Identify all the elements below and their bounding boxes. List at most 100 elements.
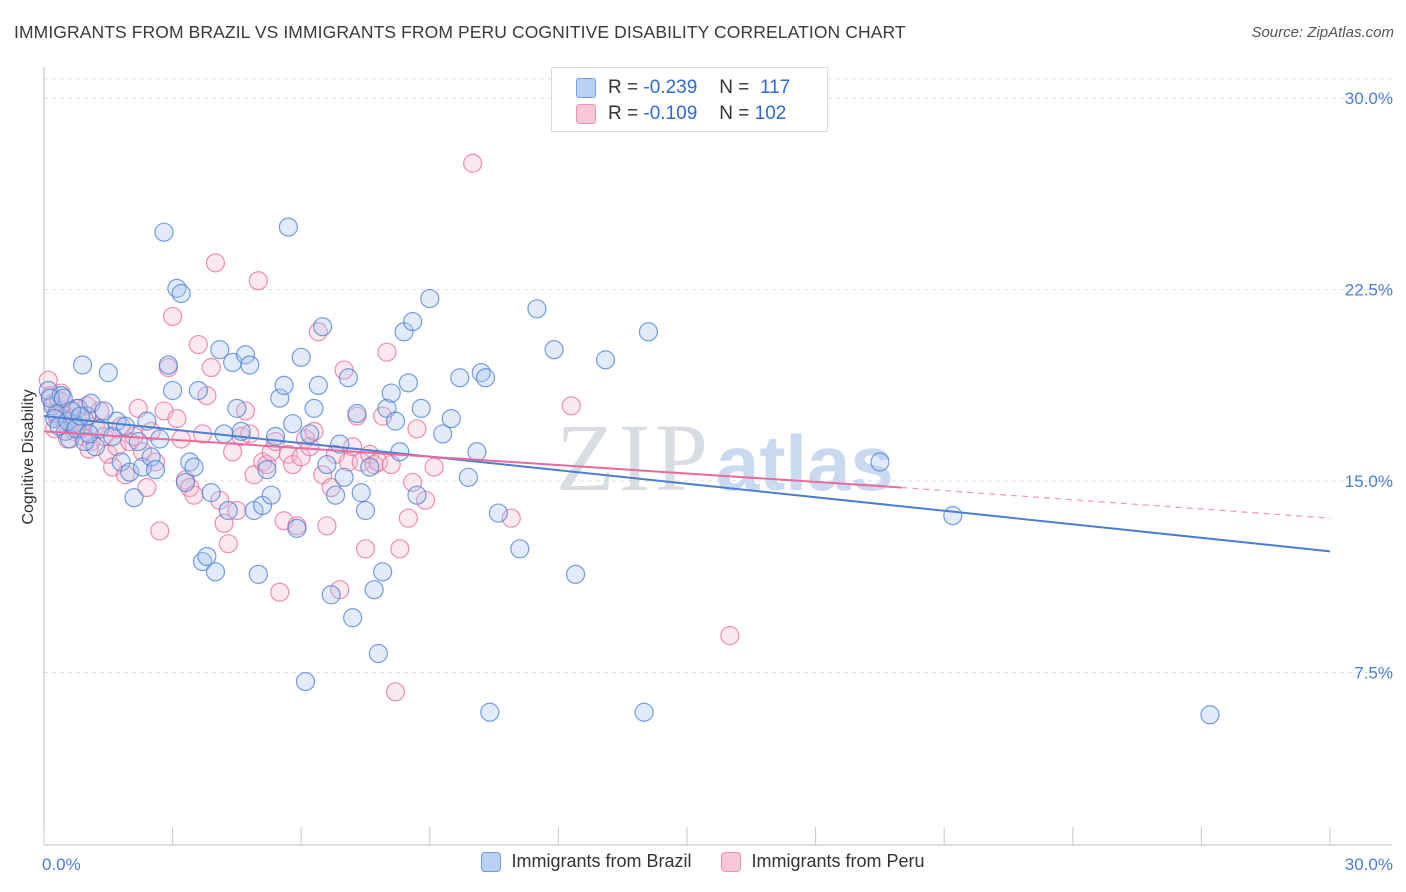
- data-point-brazil: [381, 383, 401, 403]
- y-tick-labels: 30.0% 22.5% 15.0% 7.5%: [1345, 89, 1393, 683]
- data-point-peru: [407, 419, 427, 439]
- data-point-brazil: [141, 447, 161, 467]
- data-point-brazil: [411, 398, 431, 418]
- data-point-brazil: [317, 454, 337, 475]
- data-point-peru: [463, 153, 483, 173]
- data-point-brazil: [943, 506, 963, 526]
- data-point-brazil: [475, 368, 496, 388]
- data-point-peru: [317, 516, 337, 536]
- data-point-brazil: [72, 355, 93, 375]
- data-point-peru: [218, 534, 238, 554]
- gridlines: [44, 78, 1392, 673]
- data-point-peru: [163, 306, 183, 327]
- trend-line-peru: [43, 430, 902, 489]
- data-point-brazil: [98, 363, 118, 383]
- y-tick-label: 15.0%: [1345, 472, 1393, 491]
- data-point-brazil: [287, 518, 307, 538]
- data-point-brazil: [283, 414, 303, 434]
- legend-label-brazil: Immigrants from Brazil: [511, 851, 692, 871]
- data-point-brazil: [360, 457, 380, 477]
- data-point-brazil: [480, 702, 500, 722]
- legend-row-peru: R = -0.109 N = 102: [576, 100, 786, 128]
- data-point-brazil: [347, 403, 367, 424]
- trend-line-brazil: [43, 415, 1331, 553]
- data-point-brazil: [38, 380, 58, 401]
- data-point-brazil: [205, 562, 226, 582]
- data-point-brazil: [398, 373, 418, 393]
- data-point-brazil: [188, 380, 208, 401]
- data-point-brazil: [467, 442, 487, 462]
- data-point-brazil: [433, 424, 453, 444]
- data-point-brazil: [291, 347, 311, 367]
- data-point-brazil: [527, 299, 547, 319]
- data-point-brazil: [321, 585, 341, 605]
- data-point-brazil: [270, 388, 290, 408]
- data-point-brazil: [403, 311, 423, 332]
- data-point-brazil: [308, 375, 328, 395]
- data-point-peru: [257, 454, 277, 475]
- data-point-brazil: [450, 368, 470, 388]
- data-point-brazil: [325, 485, 346, 505]
- data-point-peru: [205, 253, 226, 273]
- data-point-brazil: [364, 580, 384, 600]
- data-point-brazil: [510, 539, 530, 559]
- data-point-brazil: [300, 424, 320, 444]
- data-point-brazil: [218, 500, 238, 521]
- data-point-brazil: [638, 322, 659, 342]
- data-point-peru: [390, 539, 410, 559]
- correlation-legend: R = -0.239 N = 117 R = -0.109 N = 102: [551, 67, 828, 132]
- data-point-peru: [385, 682, 406, 702]
- data-point-brazil: [595, 350, 616, 370]
- series-legend: Immigrants from Brazil Immigrants from P…: [0, 851, 1406, 872]
- y-axis-label: Cognitive Disability: [20, 389, 37, 524]
- data-point-peru: [403, 472, 423, 493]
- data-point-peru: [720, 626, 740, 646]
- watermark: ZIP atlas: [556, 404, 894, 511]
- data-point-brazil: [458, 467, 478, 487]
- legend-swatch-peru: [721, 851, 742, 872]
- data-point-brazil: [368, 643, 388, 664]
- data-point-peru: [214, 513, 234, 533]
- legend-n-label: N =: [719, 77, 750, 98]
- data-point-brazil: [278, 217, 298, 237]
- legend-swatch-brazil: [576, 78, 596, 98]
- data-point-brazil: [261, 485, 281, 505]
- data-point-brazil: [197, 546, 217, 567]
- x-tick-label: 30.0%: [1345, 855, 1393, 874]
- data-point-brazil: [94, 401, 114, 421]
- y-tick-label: 7.5%: [1354, 664, 1393, 683]
- data-point-peru: [424, 457, 444, 477]
- legend-r-label: R =: [608, 103, 639, 124]
- data-point-brazil: [145, 460, 166, 480]
- data-point-peru: [137, 477, 157, 498]
- legend-r-value-peru: -0.109: [643, 103, 698, 124]
- data-point-brazil: [634, 702, 654, 722]
- data-point-peru: [561, 396, 581, 416]
- legend-r-label: R =: [608, 77, 639, 98]
- watermark-zip: ZIP: [556, 404, 712, 511]
- data-point-brazil: [420, 288, 440, 309]
- data-point-brazil: [175, 472, 196, 493]
- data-point-brazil: [338, 368, 358, 388]
- data-point-brazil: [488, 503, 508, 523]
- data-point-brazil: [295, 671, 316, 692]
- data-point-brazil: [154, 222, 174, 242]
- legend-n-value-peru: 102: [754, 103, 787, 124]
- data-point-brazil: [441, 408, 461, 429]
- x-tick-labels: 0.0% 30.0%: [42, 855, 1393, 874]
- data-point-brazil: [265, 426, 286, 447]
- axes: [43, 67, 1392, 846]
- watermark-atlas: atlas: [716, 419, 894, 507]
- data-point-brazil: [248, 564, 268, 584]
- data-point-brazil: [407, 485, 427, 505]
- data-point-peru: [248, 271, 268, 291]
- data-point-brazil: [257, 460, 277, 480]
- data-point-brazil: [171, 283, 191, 304]
- legend-label-peru: Immigrants from Peru: [751, 851, 925, 871]
- data-point-brazil: [385, 411, 406, 431]
- legend-swatch-peru: [576, 104, 596, 124]
- data-point-brazil: [334, 467, 354, 487]
- data-point-brazil: [158, 355, 178, 375]
- data-point-brazil: [355, 500, 376, 521]
